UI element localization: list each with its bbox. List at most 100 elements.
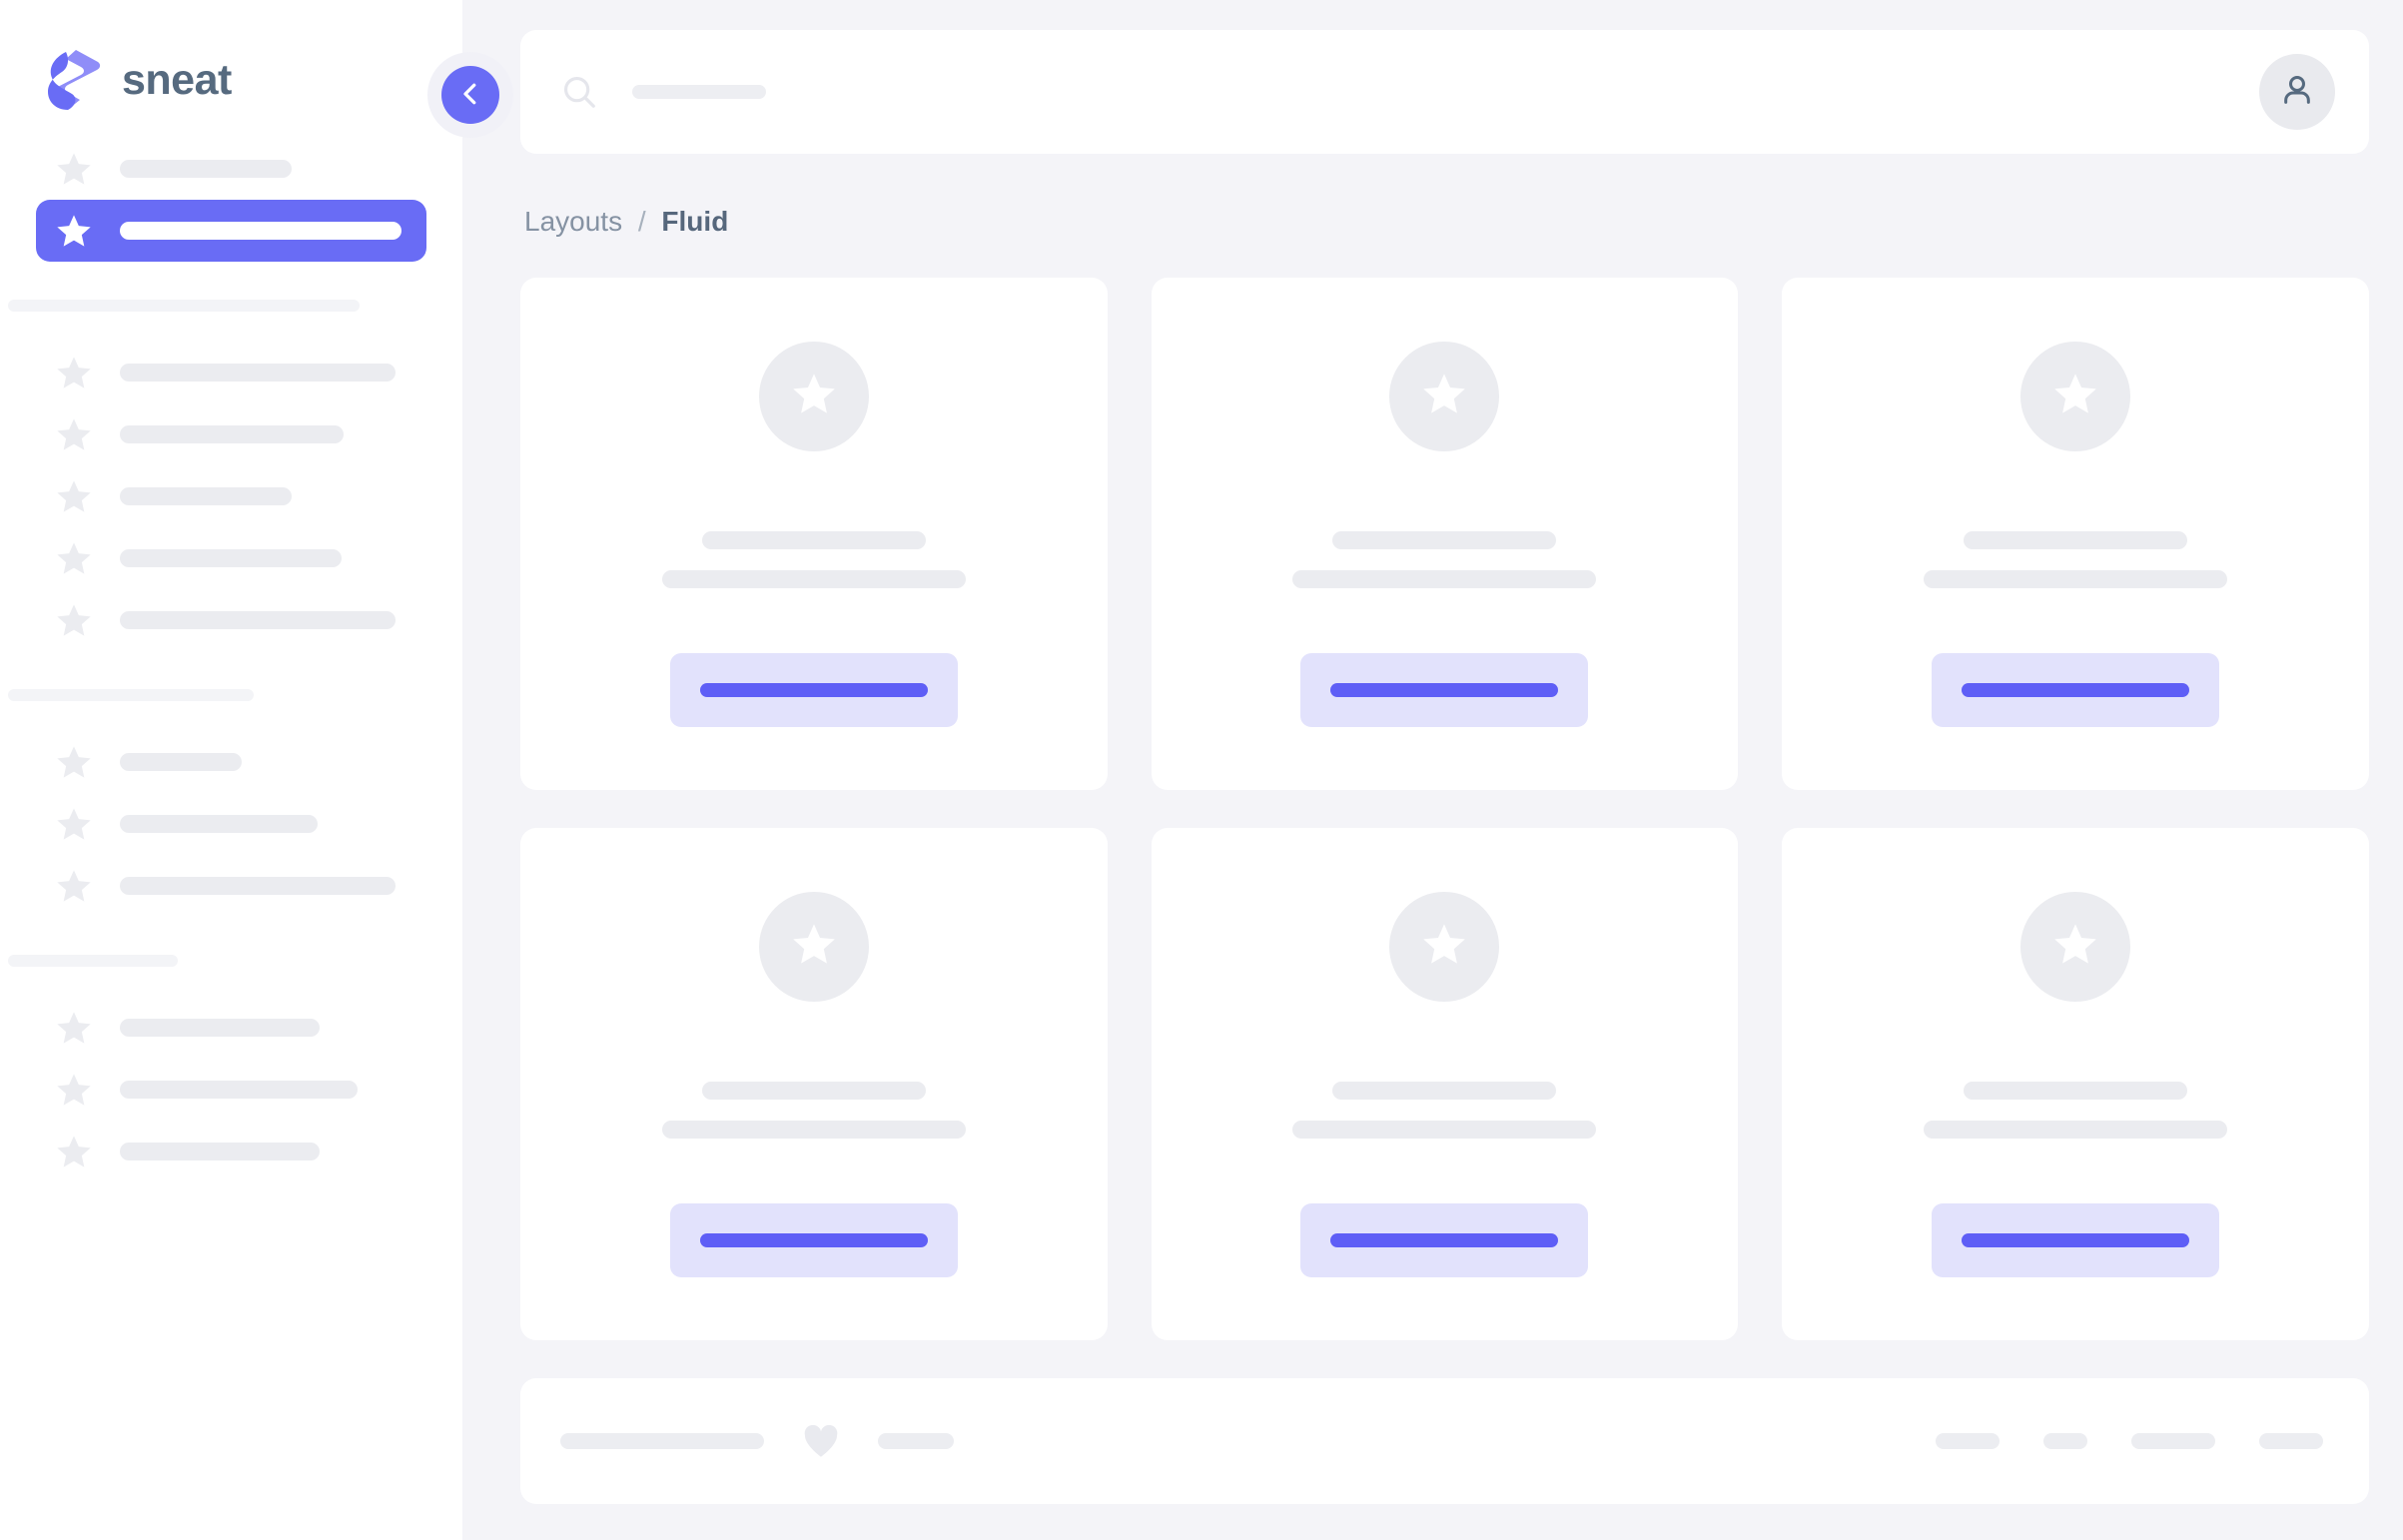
chevron-left-icon — [455, 79, 485, 112]
star-icon — [54, 211, 94, 251]
breadcrumb-current: Fluid — [661, 206, 729, 237]
breadcrumb: Layouts / Fluid — [520, 154, 2369, 278]
sidebar-divider — [8, 300, 360, 312]
sidebar-item[interactable] — [36, 589, 426, 651]
sidebar-item-label — [120, 222, 401, 240]
star-icon — [54, 353, 94, 392]
card-action-button[interactable] — [669, 1202, 958, 1277]
main-content: Layouts / Fluid — [520, 0, 2403, 1540]
card-title — [1332, 1081, 1557, 1100]
footer-link[interactable] — [2043, 1433, 2087, 1449]
card-title — [701, 1081, 926, 1100]
sidebar-item-label — [120, 549, 342, 567]
star-icon — [54, 149, 94, 189]
footer-link[interactable] — [1936, 1433, 2000, 1449]
card-subtitle — [1924, 569, 2228, 588]
sidebar-item[interactable] — [36, 731, 426, 793]
top-navbar — [520, 30, 2369, 154]
search-input[interactable] — [560, 73, 2259, 111]
card-title — [1332, 530, 1557, 549]
content-card — [520, 828, 1108, 1340]
card-title — [701, 530, 926, 549]
sidebar-item-label — [120, 753, 242, 771]
sidebar-item[interactable] — [36, 997, 426, 1059]
page-footer — [520, 1378, 2369, 1504]
footer-links — [1936, 1433, 2323, 1449]
card-subtitle — [1292, 569, 1597, 588]
footer-link[interactable] — [2259, 1433, 2323, 1449]
sidebar-item-label — [120, 425, 344, 443]
card-subtitle — [661, 569, 966, 588]
card-avatar — [2020, 891, 2131, 1002]
card-action-button-label — [1962, 682, 2190, 697]
sidebar-item[interactable] — [36, 342, 426, 403]
sidebar-item[interactable] — [36, 138, 426, 200]
user-icon — [2277, 70, 2317, 115]
card-action-button[interactable] — [1932, 652, 2220, 727]
card-action-button-label — [699, 682, 928, 697]
sidebar-item-label — [120, 815, 318, 833]
card-action-button-label — [699, 1232, 928, 1247]
sidebar-item-label — [120, 1143, 320, 1160]
sidebar-item[interactable] — [36, 793, 426, 855]
content-card — [1782, 828, 2369, 1340]
sneat-s-logo-icon — [46, 48, 102, 112]
star-icon — [54, 804, 94, 844]
star-icon — [54, 538, 94, 578]
content-card — [1782, 278, 2369, 790]
sidebar-item-label — [120, 487, 292, 505]
card-avatar — [2020, 341, 2131, 451]
sidebar-item-active[interactable] — [36, 200, 426, 262]
sidebar-item-label — [120, 611, 396, 629]
star-icon — [54, 1070, 94, 1110]
card-subtitle — [1924, 1120, 2228, 1139]
avatar[interactable] — [2259, 54, 2335, 130]
sidebar-item-label — [120, 364, 396, 382]
card-title — [1964, 530, 2188, 549]
star-icon — [54, 1132, 94, 1171]
brand[interactable]: sneat — [0, 0, 462, 118]
sidebar-collapse-button[interactable] — [441, 66, 499, 124]
star-icon — [789, 369, 839, 423]
sidebar-item-label — [120, 877, 396, 895]
sidebar-menu — [0, 118, 462, 1182]
footer-link[interactable] — [2131, 1433, 2215, 1449]
content-card — [520, 278, 1108, 790]
card-grid — [520, 278, 2369, 1340]
star-icon — [1419, 919, 1469, 974]
star-icon — [54, 866, 94, 906]
star-icon — [2050, 369, 2100, 423]
star-icon — [54, 1008, 94, 1048]
search-icon — [560, 73, 598, 111]
sidebar-divider — [8, 955, 178, 967]
sidebar-item[interactable] — [36, 1121, 426, 1182]
card-action-button[interactable] — [1300, 1202, 1589, 1277]
content-card — [1151, 278, 1739, 790]
sidebar-item[interactable] — [36, 1059, 426, 1121]
breadcrumb-parent[interactable]: Layouts — [524, 206, 623, 237]
card-action-button-label — [1962, 1232, 2190, 1247]
card-action-button-label — [1330, 1232, 1559, 1247]
card-action-button[interactable] — [669, 652, 958, 727]
card-action-button[interactable] — [1932, 1202, 2220, 1277]
sidebar-collapse-ring — [427, 52, 513, 138]
sidebar-content-gap — [462, 0, 520, 1540]
card-title — [1964, 1081, 2188, 1100]
sidebar-item[interactable] — [36, 855, 426, 917]
footer-left — [560, 1420, 954, 1462]
star-icon — [54, 476, 94, 516]
sidebar: sneat — [0, 0, 513, 1540]
search-placeholder-bar — [632, 85, 766, 99]
sidebar-item[interactable] — [36, 403, 426, 465]
sidebar-item[interactable] — [36, 527, 426, 589]
sidebar-item-label — [120, 1019, 320, 1037]
star-icon — [54, 600, 94, 640]
card-subtitle — [661, 1120, 966, 1139]
content-card — [1151, 828, 1739, 1340]
star-icon — [54, 742, 94, 782]
card-action-button[interactable] — [1300, 652, 1589, 727]
star-icon — [1419, 369, 1469, 423]
sidebar-item[interactable] — [36, 465, 426, 527]
card-avatar — [1389, 891, 1500, 1002]
breadcrumb-separator: / — [637, 206, 646, 237]
